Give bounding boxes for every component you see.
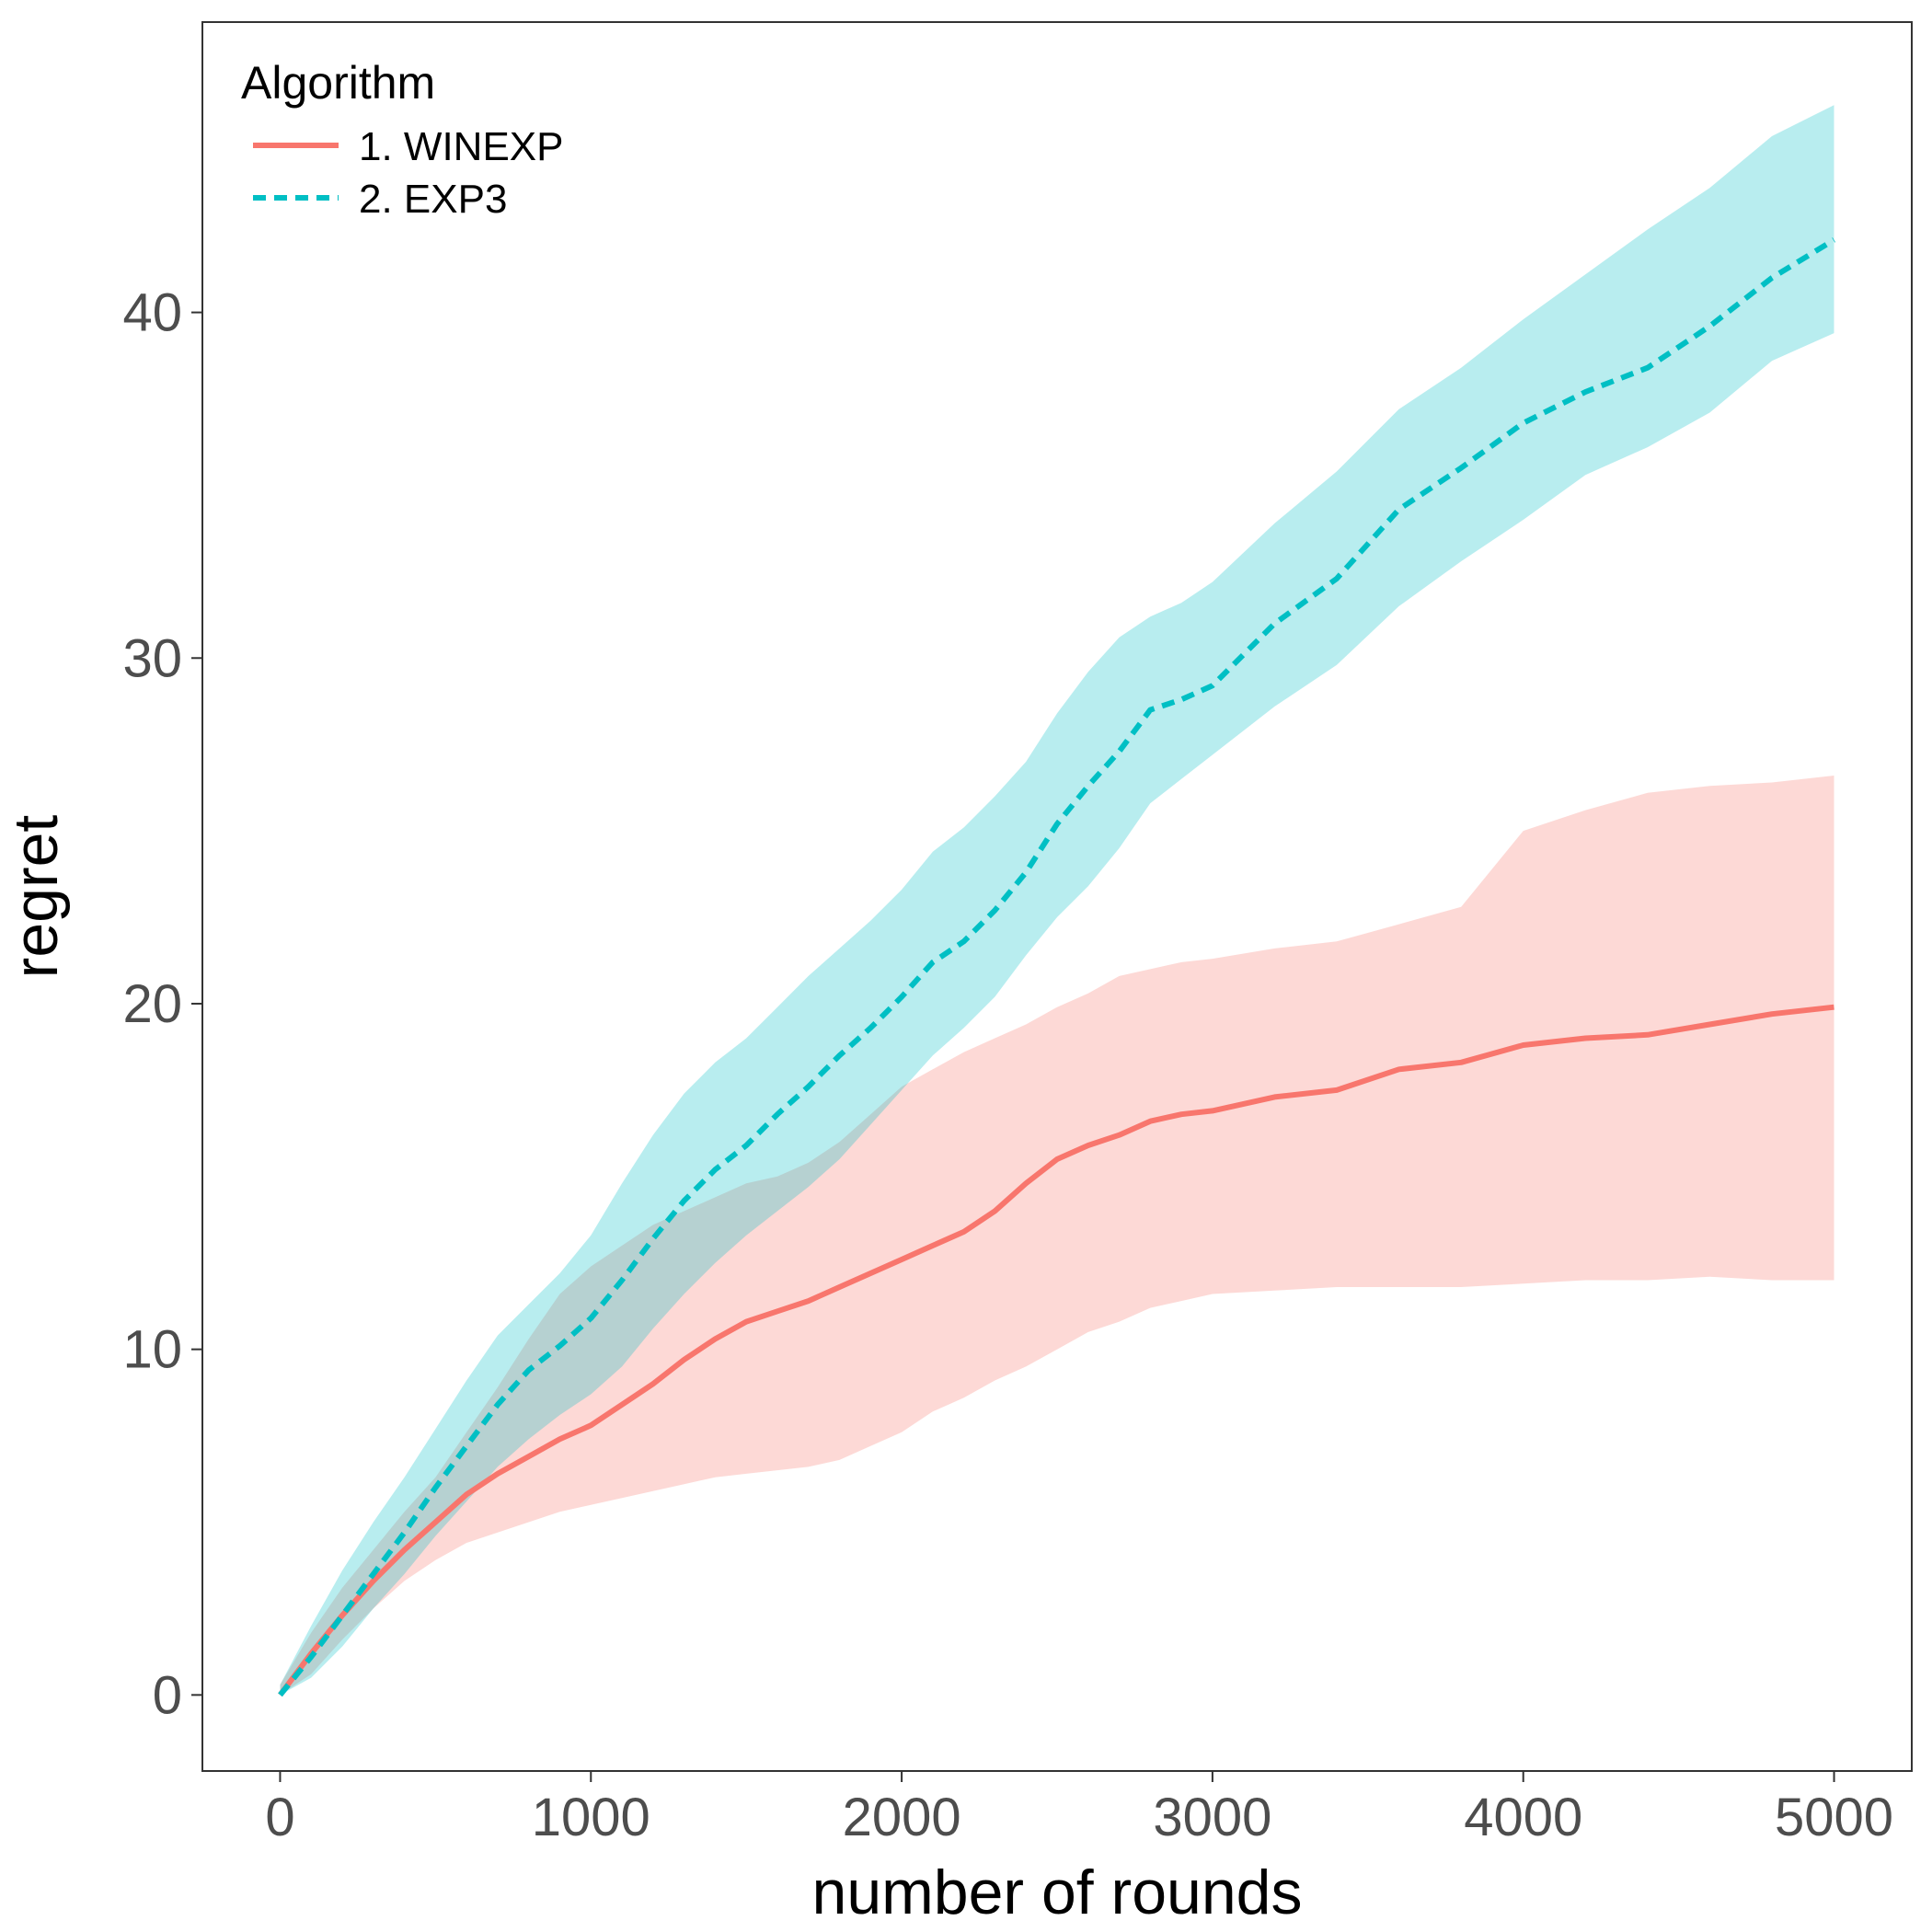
y-axis-title: regret — [1, 815, 71, 979]
plot-border — [201, 21, 1913, 1772]
y-tick-label: 30 — [122, 628, 182, 688]
band-1-winexp — [280, 776, 1834, 1696]
x-tick-label: 0 — [265, 1788, 294, 1847]
legend: Algorithm 1. WINEXP 2. EXP3 — [241, 57, 564, 222]
x-tick-label: 4000 — [1464, 1788, 1582, 1847]
line-1-winexp — [278, 1004, 1834, 1697]
x-tick-label: 5000 — [1775, 1788, 1893, 1847]
y-tick-label: 0 — [153, 1665, 182, 1725]
x-axis: 0 1000 2000 3000 4000 5000 — [265, 1771, 1893, 1847]
x-tick-label: 3000 — [1153, 1788, 1271, 1847]
legend-title: Algorithm — [241, 57, 435, 109]
band-2-exp3 — [280, 105, 1834, 1696]
y-axis: 0 10 20 30 40 — [122, 283, 202, 1725]
y-tick-label: 20 — [122, 974, 182, 1034]
legend-label-1-winexp: 1. WINEXP — [359, 124, 564, 169]
series-lines — [278, 237, 1836, 1697]
x-tick-label: 1000 — [532, 1788, 650, 1847]
y-tick-label: 10 — [122, 1320, 182, 1380]
x-tick-label: 2000 — [843, 1788, 961, 1847]
y-tick-label: 40 — [122, 283, 182, 343]
x-axis-title: number of rounds — [812, 1857, 1303, 1927]
confidence-bands — [280, 105, 1834, 1696]
line-2-exp3 — [278, 237, 1836, 1697]
legend-label-2-exp3: 2. EXP3 — [359, 177, 507, 222]
